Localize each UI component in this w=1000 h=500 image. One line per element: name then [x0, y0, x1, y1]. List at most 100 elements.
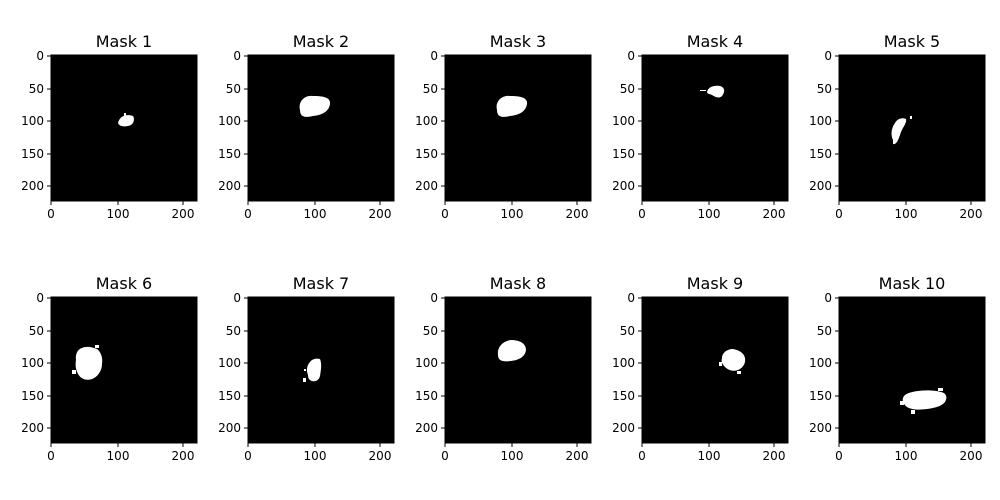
- y-tick-label: 0: [233, 49, 241, 63]
- y-ticks-10: 0 50 100 150 200: [809, 291, 839, 435]
- mask-blob-3: [496, 95, 528, 117]
- x-tick-label: 200: [172, 207, 195, 221]
- mask-panel-9: Mask 9 0 50 100 150 200 0 100 200: [612, 274, 789, 463]
- mask-panel-3: Mask 3 0 50 100 150 200 0 100 200: [415, 32, 592, 221]
- y-tick-label: 150: [218, 389, 241, 403]
- y-ticks-8: 0 50 100 150 200: [415, 291, 445, 435]
- x-tick-label: 0: [441, 449, 449, 463]
- y-tick-label: 100: [415, 114, 438, 128]
- y-tick-label: 0: [430, 291, 438, 305]
- mask-panel-5: Mask 5 0 50 100 150 200 0 100 200: [809, 32, 986, 221]
- y-tick-label: 150: [21, 147, 44, 161]
- y-tick-label: 200: [218, 179, 241, 193]
- mask-blob-7: [303, 358, 322, 382]
- panel-title-mask-1: Mask 1: [96, 32, 152, 51]
- y-tick-label: 150: [415, 147, 438, 161]
- y-tick-label: 100: [21, 114, 44, 128]
- y-ticks-4: 0 50 100 150 200: [612, 49, 642, 193]
- x-tick-label: 100: [304, 449, 327, 463]
- x-ticks-10: 0 100 200: [835, 443, 982, 463]
- y-tick-label: 200: [415, 179, 438, 193]
- panel-title-mask-10: Mask 10: [879, 274, 946, 293]
- y-tick-label: 50: [226, 324, 241, 338]
- y-tick-label: 200: [415, 421, 438, 435]
- y-tick-label: 100: [218, 356, 241, 370]
- mask-blob-2: [299, 95, 331, 117]
- x-tick-label: 0: [638, 449, 646, 463]
- mask-blob-1: [118, 113, 134, 127]
- x-ticks-3: 0 100 200: [441, 201, 588, 221]
- mask-panel-4: Mask 4 0 50 100 150 200 0 100 200: [612, 32, 789, 221]
- y-tick-label: 200: [21, 179, 44, 193]
- x-ticks-4: 0 100 200: [638, 201, 785, 221]
- y-tick-label: 150: [415, 389, 438, 403]
- x-tick-label: 0: [638, 207, 646, 221]
- mask-blob-10: [900, 388, 947, 414]
- y-tick-label: 100: [218, 114, 241, 128]
- panel-title-mask-6: Mask 6: [96, 274, 152, 293]
- x-tick-label: 200: [960, 449, 983, 463]
- y-tick-label: 150: [612, 389, 635, 403]
- y-tick-label: 200: [612, 179, 635, 193]
- x-ticks-6: 0 100 200: [47, 443, 194, 463]
- mask-image-9: [641, 296, 789, 444]
- x-tick-label: 100: [107, 207, 130, 221]
- x-tick-label: 100: [501, 449, 524, 463]
- y-tick-label: 0: [824, 49, 832, 63]
- x-tick-label: 0: [441, 207, 449, 221]
- x-tick-label: 100: [304, 207, 327, 221]
- x-ticks-2: 0 100 200: [244, 201, 391, 221]
- y-tick-label: 150: [612, 147, 635, 161]
- y-tick-label: 100: [415, 356, 438, 370]
- y-ticks-2: 0 50 100 150 200: [218, 49, 248, 193]
- x-tick-label: 0: [835, 449, 843, 463]
- x-tick-label: 200: [566, 449, 589, 463]
- x-tick-label: 100: [501, 207, 524, 221]
- mask-blob-6: [72, 345, 103, 380]
- mask-panel-8: Mask 8 0 50 100 150 200 0 100 200: [415, 274, 592, 463]
- y-ticks-3: 0 50 100 150 200: [415, 49, 445, 193]
- y-tick-label: 50: [817, 82, 832, 96]
- mask-image-10: [838, 296, 986, 444]
- x-tick-label: 200: [566, 207, 589, 221]
- mask-blob-4: [700, 85, 725, 98]
- y-tick-label: 200: [218, 421, 241, 435]
- y-tick-label: 0: [430, 49, 438, 63]
- panel-title-mask-2: Mask 2: [293, 32, 349, 51]
- y-tick-label: 50: [226, 82, 241, 96]
- x-tick-label: 100: [107, 449, 130, 463]
- panel-title-mask-4: Mask 4: [687, 32, 743, 51]
- panel-title-mask-7: Mask 7: [293, 274, 349, 293]
- x-tick-label: 0: [244, 449, 252, 463]
- x-tick-label: 100: [698, 207, 721, 221]
- y-tick-label: 0: [233, 291, 241, 305]
- y-ticks-6: 0 50 100 150 200: [21, 291, 51, 435]
- x-tick-label: 0: [835, 207, 843, 221]
- x-ticks-8: 0 100 200: [441, 443, 588, 463]
- x-tick-label: 100: [895, 207, 918, 221]
- x-ticks-7: 0 100 200: [244, 443, 391, 463]
- y-tick-label: 150: [809, 147, 832, 161]
- y-tick-label: 150: [218, 147, 241, 161]
- mask-blob-8: [497, 340, 526, 362]
- x-tick-label: 200: [369, 207, 392, 221]
- panel-title-mask-3: Mask 3: [490, 32, 546, 51]
- y-ticks-1: 0 50 100 150 200: [21, 49, 51, 193]
- y-tick-label: 0: [36, 291, 44, 305]
- y-tick-label: 0: [36, 49, 44, 63]
- mask-panel-10: Mask 10 0 50 100 150 200 0 100 200: [809, 274, 986, 463]
- mask-panel-1: Mask 1 0 50 100 150 200 0 100 200: [21, 32, 198, 221]
- mask-image-4: [641, 54, 789, 202]
- y-tick-label: 50: [817, 324, 832, 338]
- y-tick-label: 100: [612, 356, 635, 370]
- y-tick-label: 100: [809, 114, 832, 128]
- mask-blob-5: [891, 116, 912, 145]
- y-tick-label: 100: [21, 356, 44, 370]
- mask-image-6: [50, 296, 198, 444]
- y-tick-label: 200: [612, 421, 635, 435]
- y-tick-label: 100: [612, 114, 635, 128]
- x-ticks-1: 0 100 200: [47, 201, 194, 221]
- y-ticks-9: 0 50 100 150 200: [612, 291, 642, 435]
- y-tick-label: 50: [423, 82, 438, 96]
